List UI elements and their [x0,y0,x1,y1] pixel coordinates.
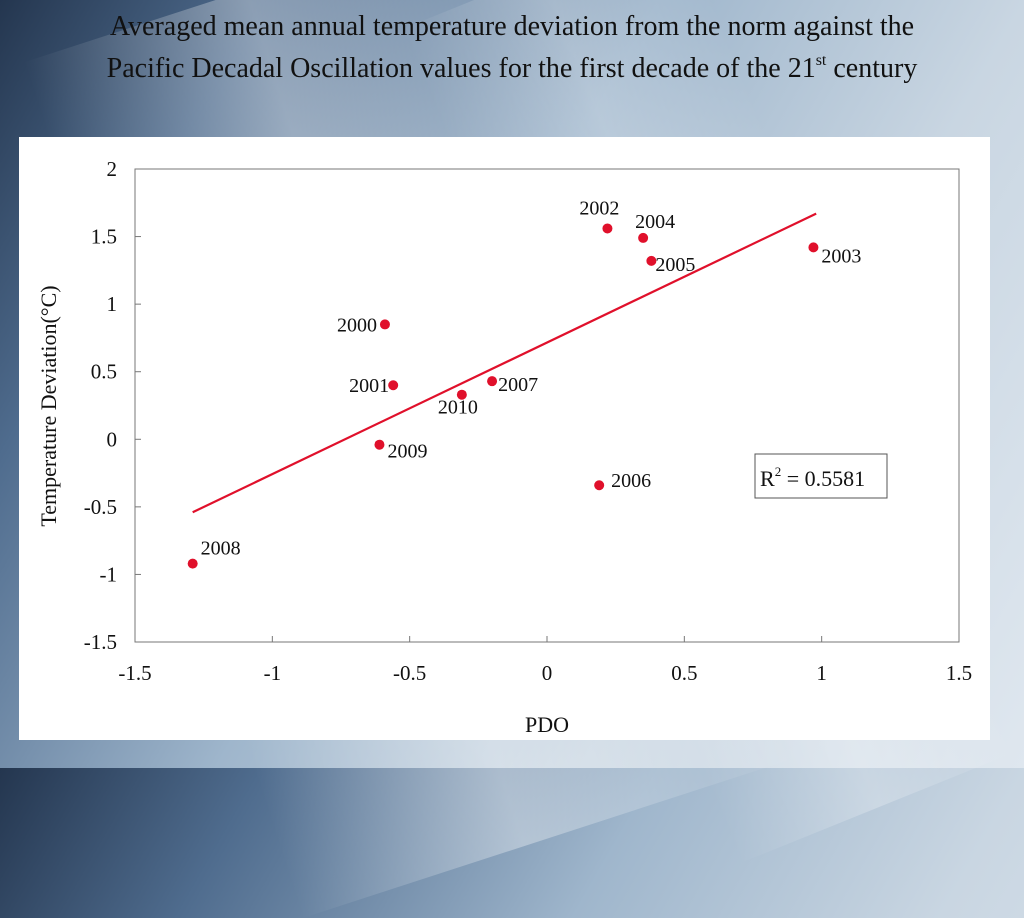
data-point [638,232,649,243]
data-points [187,223,819,569]
y-tick-label: 0.5 [91,360,117,384]
x-axis-label: PDO [525,712,569,737]
y-tick-label: 1 [107,292,118,316]
y-axis-ticks: -1.5 -1 -0.5 0 0.5 1 1.5 2 [84,157,141,654]
slide-title-line2-text: Pacific Decadal Oscillation values for t… [106,53,816,84]
data-point [374,439,385,450]
x-tick-label: 0 [542,661,553,685]
x-tick-label: -1 [264,661,282,685]
y-tick-label: -1.5 [84,630,117,654]
r-squared-border [754,453,888,499]
chart-panel: -1.5 -1 -0.5 0 0.5 1 1.5 -1.5 -1 -0.5 0 0.5 1 1.5 2 2… [19,137,990,740]
data-point [594,480,605,491]
scatter-chart: -1.5 -1 -0.5 0 0.5 1 1.5 -1.5 -1 -0.5 0 0.5 1 1.5 2 2… [36,157,972,737]
slide-title: Averaged mean annual temperature deviati… [0,6,1024,90]
data-point-label: 2002 [579,197,619,219]
data-point [388,380,399,391]
slide-title-superscript: st [815,52,827,69]
x-tick-label: 1 [816,661,827,685]
data-point [379,319,390,330]
data-point [808,242,819,253]
slide-title-line2: Pacific Decadal Oscillation values for t… [0,48,1024,90]
y-tick-label: 0 [107,427,118,451]
data-point [187,558,198,569]
data-point-label: 2005 [655,254,695,276]
data-point-label: 2006 [611,470,651,492]
data-point-label: 2007 [498,374,538,396]
y-tick-label: -1 [100,562,118,586]
data-point-labels: 2000 2001 2002 2003 2004 2005 2006 2007 2008 2009… [201,197,862,559]
r-squared-label: R2 = 0.5581 [760,464,865,491]
data-point [602,223,613,234]
r-squared-superscript: 2 [775,464,782,479]
y-tick-label: 1.5 [91,225,117,249]
x-axis-ticks: -1.5 -1 -0.5 0 0.5 1 1.5 [118,636,972,685]
y-tick-label: 2 [107,157,118,181]
trendline [192,212,817,514]
r-squared-prefix: R [760,466,775,491]
r-squared-box: R2 = 0.5581 [754,453,888,499]
data-point-label: 2004 [635,211,675,233]
slide-title-line2-end: century [826,53,918,84]
x-tick-label: -0.5 [393,661,426,685]
data-point [487,376,498,387]
y-axis-label: Temperature Deviation(°C) [36,285,61,526]
x-tick-label: -1.5 [118,661,151,685]
data-point [646,255,657,266]
plot-area [134,168,960,643]
data-point-label: 2003 [821,245,861,267]
data-point-label: 2001 [349,375,389,397]
data-point-label: 2008 [201,538,241,560]
data-point [456,389,467,400]
x-tick-label: 0.5 [671,661,697,685]
r-squared-value: = 0.5581 [781,466,865,491]
data-point-label: 2009 [387,441,427,463]
data-point-label: 2000 [337,314,377,336]
data-point-label: 2010 [438,397,478,419]
slide-title-line1: Averaged mean annual temperature deviati… [109,11,915,42]
x-tick-label: 1.5 [946,661,972,685]
y-tick-label: -0.5 [84,495,117,519]
